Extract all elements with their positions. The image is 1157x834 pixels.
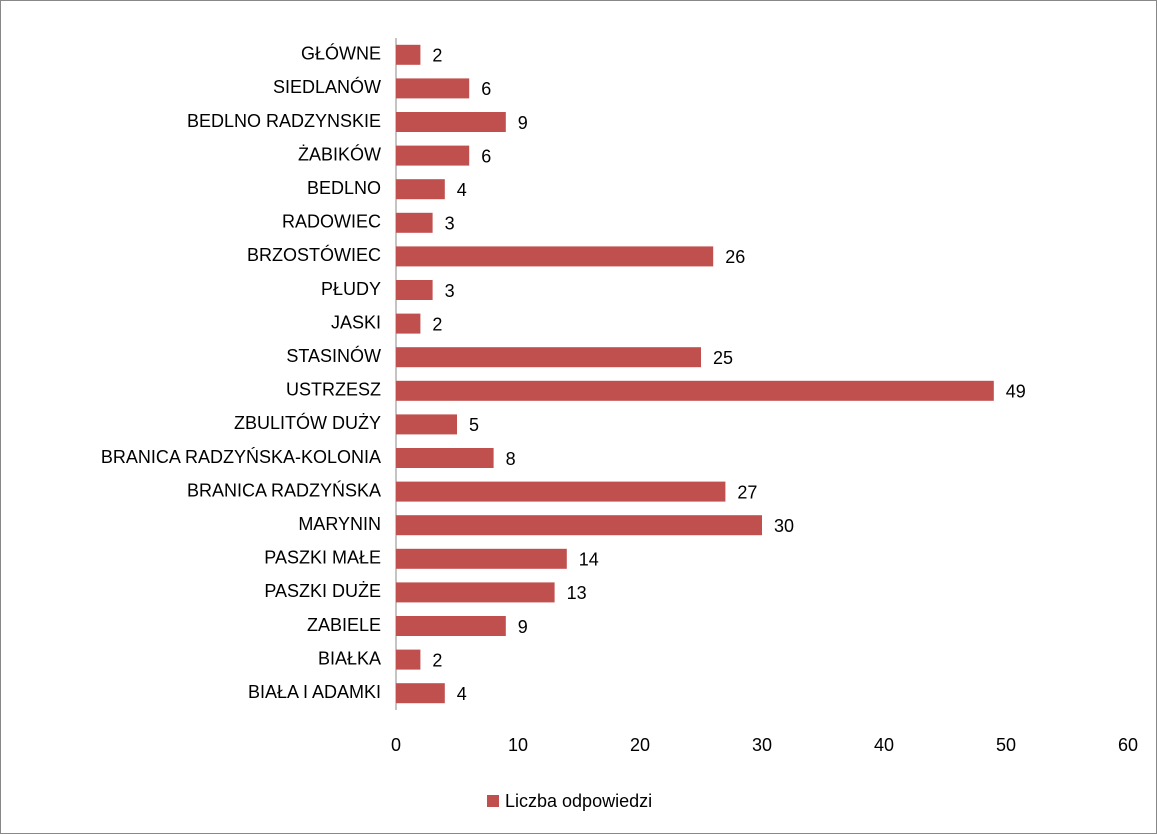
- y-tick-label: BEDLNO: [307, 178, 381, 198]
- bar: [396, 112, 506, 132]
- y-tick-label: MARYNIN: [298, 514, 381, 534]
- data-label: 5: [469, 415, 479, 435]
- y-tick-label: BRZOSTÓWIEC: [247, 244, 381, 265]
- bar: [396, 448, 494, 468]
- bar: [396, 616, 506, 636]
- data-label: 4: [457, 684, 467, 704]
- bar: [396, 246, 714, 267]
- bar: [396, 414, 457, 435]
- legend-label: Liczba odpowiedzi: [505, 791, 652, 811]
- y-tick-label: PŁUDY: [321, 279, 381, 299]
- bar: [396, 582, 555, 603]
- x-tick-label: 50: [996, 735, 1016, 755]
- y-tick-label: SIEDLANÓW: [273, 76, 381, 97]
- y-tick-label: ZABIELE: [307, 615, 381, 635]
- data-label: 14: [579, 550, 599, 570]
- data-label: 9: [518, 113, 528, 133]
- y-tick-label: PASZKI MAŁE: [264, 548, 381, 568]
- data-label: 2: [432, 46, 442, 66]
- data-label: 8: [506, 449, 516, 469]
- bar: [396, 212, 433, 233]
- data-label: 3: [445, 281, 455, 301]
- x-tick-label: 30: [752, 735, 772, 755]
- bar: [396, 347, 701, 368]
- x-tick-label: 20: [630, 735, 650, 755]
- data-label: 4: [457, 180, 467, 200]
- data-label: 2: [432, 650, 442, 670]
- y-tick-label: BRANICA RADZYŃSKA: [187, 480, 381, 500]
- bar: [396, 548, 567, 569]
- bar: [396, 649, 421, 670]
- data-label: 2: [432, 314, 442, 334]
- y-tick-label: STASINÓW: [286, 345, 381, 366]
- bar: [396, 280, 433, 300]
- y-tick-label: USTRZESZ: [286, 380, 381, 400]
- y-tick-label: RADOWIEC: [282, 212, 381, 232]
- bar: [396, 515, 762, 536]
- y-tick-label: ZBULITÓW DUŻY: [234, 412, 381, 433]
- x-tick-label: 10: [508, 735, 528, 755]
- bar: [396, 145, 470, 166]
- bar: [396, 683, 445, 704]
- bar: [396, 78, 470, 99]
- y-tick-label: PASZKI DUŻE: [264, 581, 381, 601]
- legend-swatch: [487, 795, 499, 807]
- bar: [396, 313, 421, 334]
- x-tick-label: 0: [391, 735, 401, 755]
- y-tick-label: BIAŁA I ADAMKI: [248, 682, 381, 702]
- x-tick-label: 60: [1118, 735, 1138, 755]
- x-tick-label: 40: [874, 735, 894, 755]
- data-label: 27: [737, 482, 757, 502]
- data-label: 3: [445, 214, 455, 234]
- y-tick-label: GŁÓWNE: [301, 43, 381, 64]
- data-label: 30: [774, 516, 794, 536]
- bar: [396, 481, 726, 502]
- data-label: 6: [481, 79, 491, 99]
- data-label: 13: [567, 583, 587, 603]
- bar: [396, 179, 445, 200]
- data-label: 9: [518, 617, 528, 637]
- bar: [396, 380, 994, 401]
- data-label: 25: [713, 348, 733, 368]
- bar: [396, 44, 421, 65]
- y-tick-label: JASKI: [331, 312, 381, 332]
- y-tick-label: BEDLNO RADZYNSKIE: [187, 111, 381, 131]
- y-tick-label: ŻABIKÓW: [298, 143, 381, 164]
- data-label: 49: [1006, 382, 1026, 402]
- data-label: 26: [725, 247, 745, 267]
- data-label: 6: [481, 146, 491, 166]
- y-tick-label: BIAŁKA: [318, 648, 381, 668]
- y-tick-label: BRANICA RADZYŃSKA-KOLONIA: [101, 447, 381, 467]
